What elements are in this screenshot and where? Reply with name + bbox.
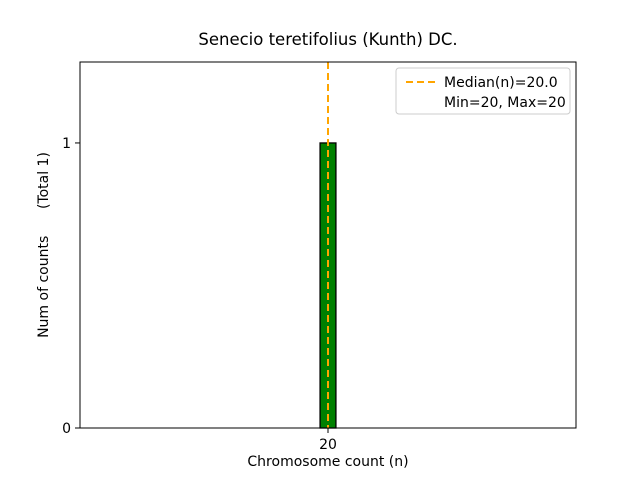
chart-title: Senecio teretifolius (Kunth) DC.	[198, 30, 457, 49]
legend-box	[395, 67, 571, 115]
y-tick-label: 0	[62, 421, 71, 437]
legend-label: Min=20, Max=20	[444, 95, 566, 111]
y-tick-label: 1	[62, 136, 71, 152]
x-tick-label: 20	[319, 437, 337, 453]
x-axis-label: Chromosome count (n)	[247, 454, 408, 470]
y-axis-label: Num of counts (Total 1)	[36, 152, 52, 338]
legend-label: Median(n)=20.0	[444, 75, 558, 91]
